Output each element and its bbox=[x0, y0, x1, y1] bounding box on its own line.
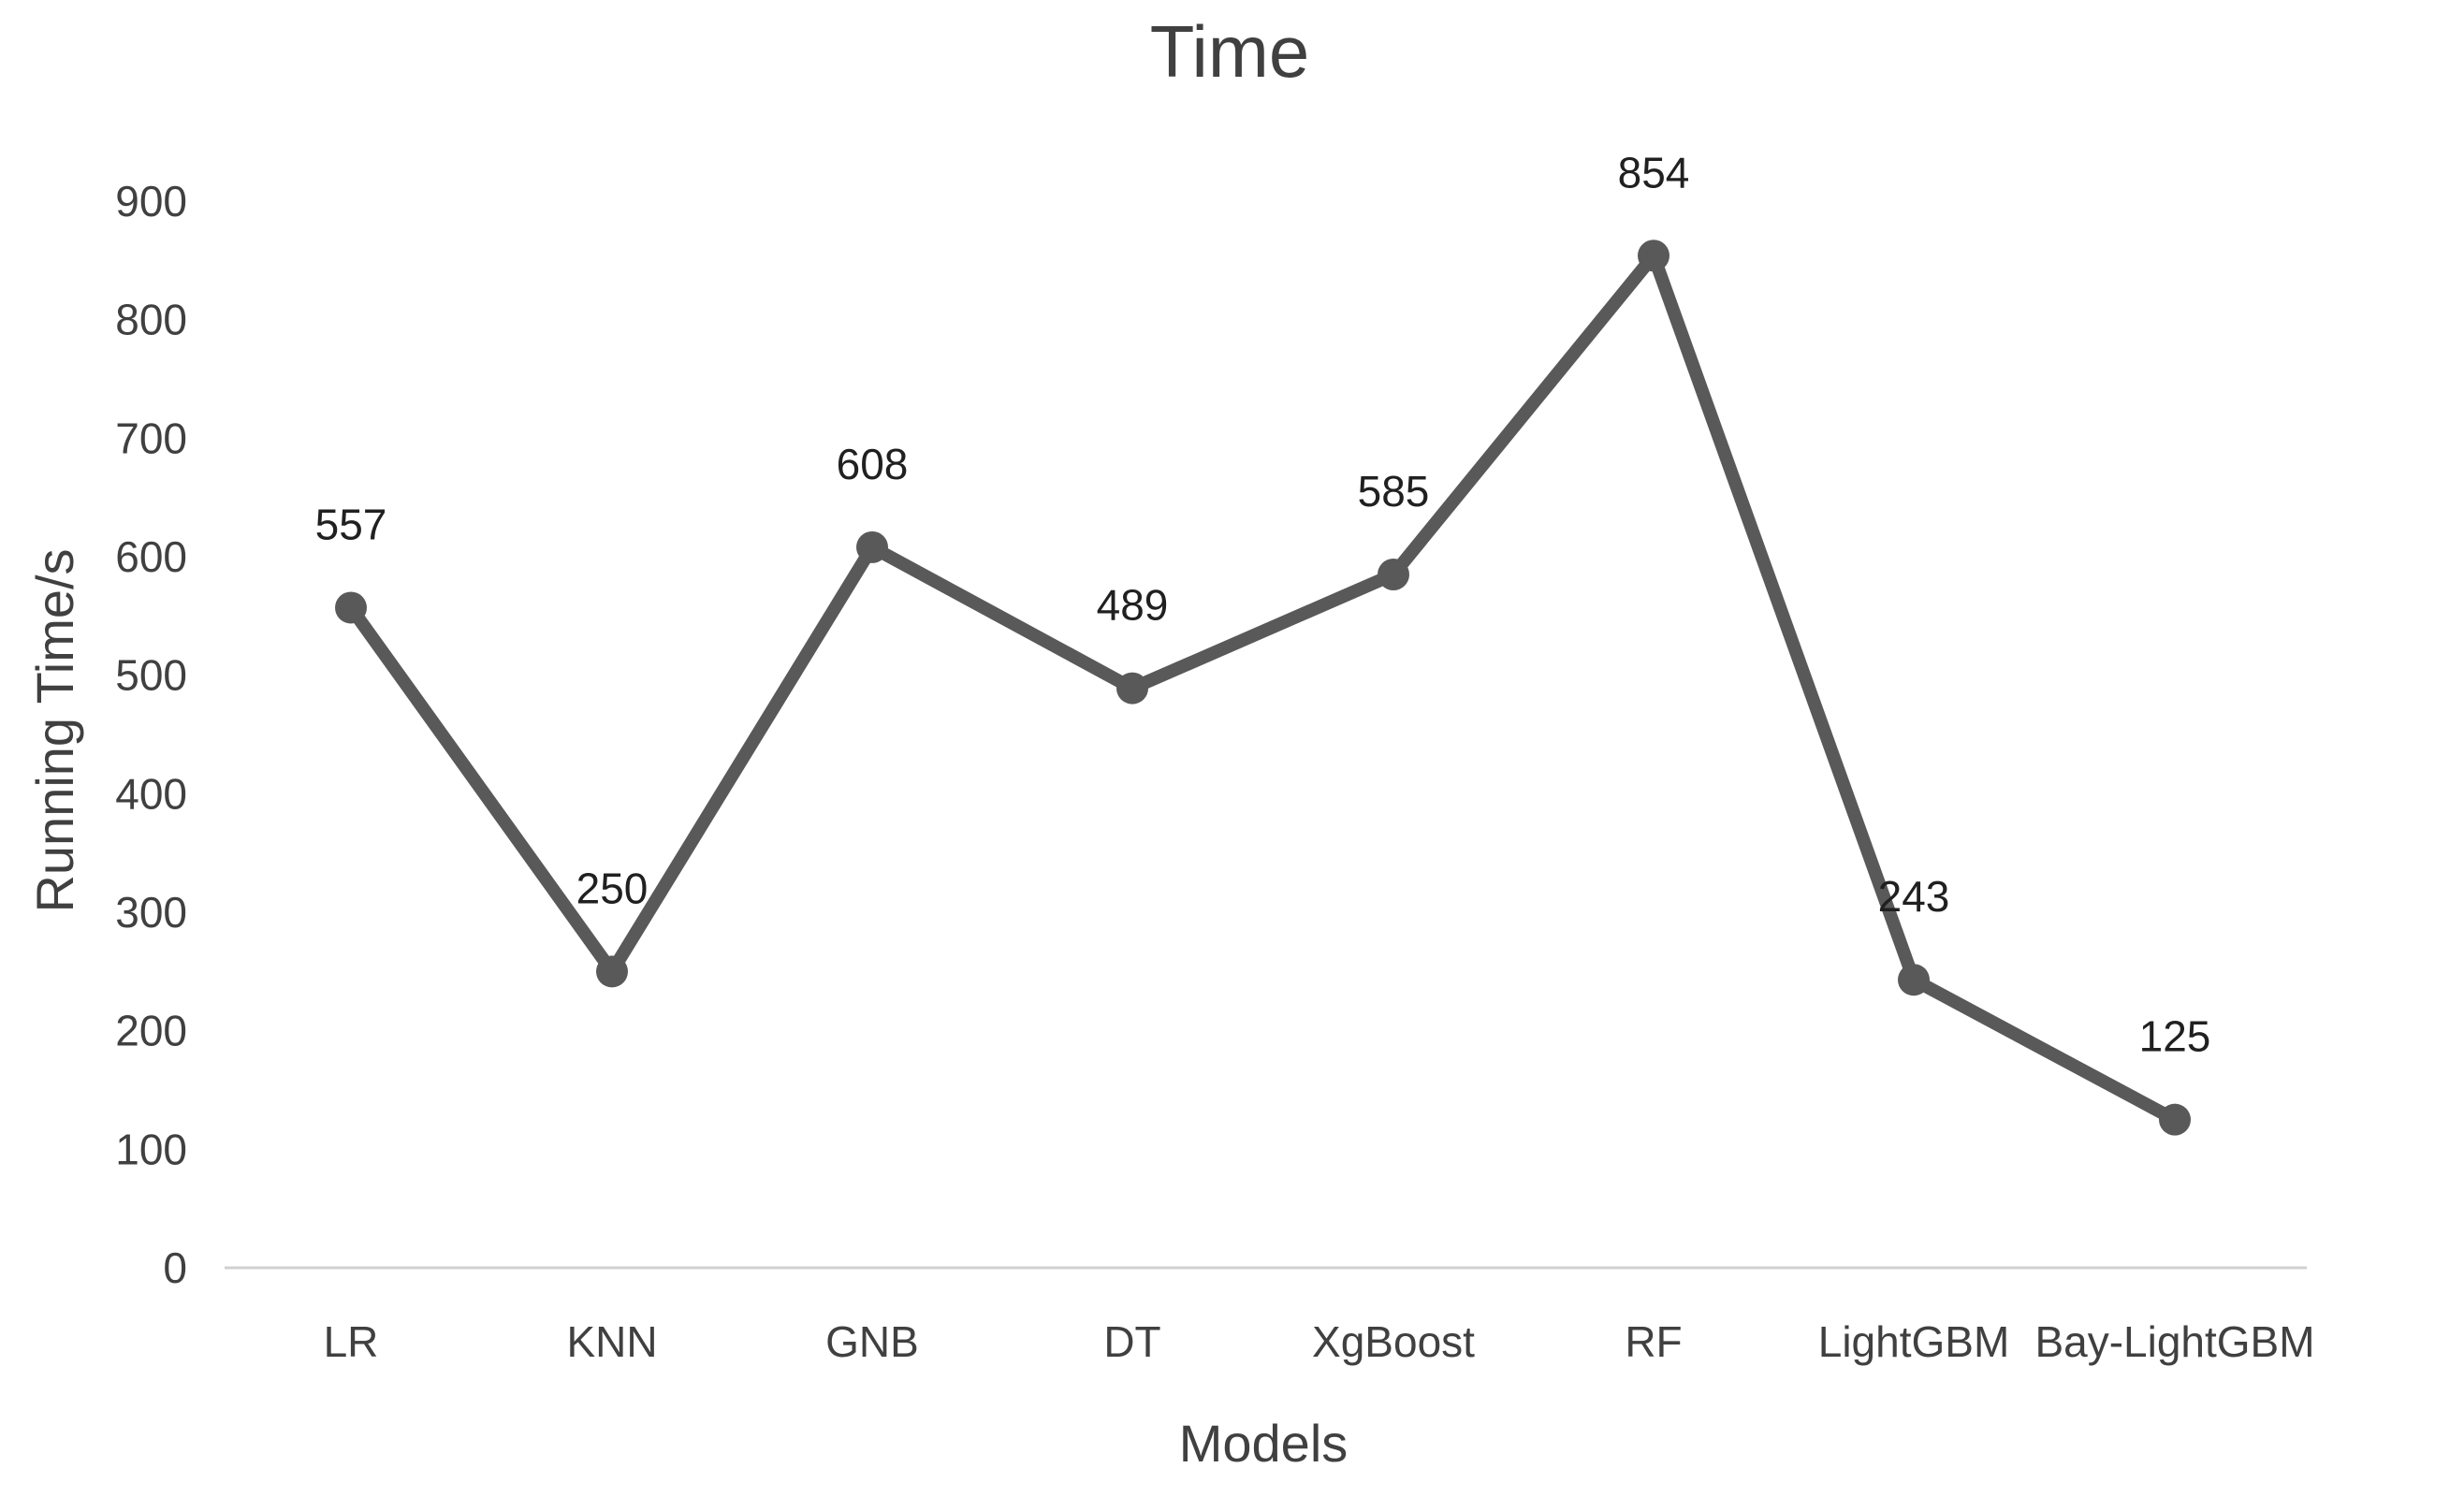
data-label: 557 bbox=[315, 500, 387, 548]
y-tick-label: 400 bbox=[115, 769, 187, 818]
x-tick-label: RF bbox=[1625, 1317, 1682, 1366]
data-label: 854 bbox=[1618, 148, 1690, 196]
data-point bbox=[1378, 559, 1409, 590]
data-point bbox=[1638, 240, 1669, 272]
y-tick-label: 900 bbox=[115, 177, 187, 225]
x-axis-title: Models bbox=[1179, 1414, 1349, 1473]
y-tick-label: 800 bbox=[115, 296, 187, 344]
x-tick-labels: LR KNN GNB DT XgBoost RF LightGBM Bay-LightGBM bbox=[324, 1317, 2315, 1366]
data-point bbox=[596, 955, 628, 988]
y-tick-label: 100 bbox=[115, 1125, 187, 1173]
series-line bbox=[344, 249, 2181, 1126]
data-label: 489 bbox=[1097, 581, 1169, 630]
data-point bbox=[1898, 964, 1930, 996]
data-label: 608 bbox=[837, 440, 909, 488]
y-tick-label: 500 bbox=[115, 651, 187, 700]
data-label: 243 bbox=[1878, 872, 1950, 921]
data-labels: 557 250 608 489 585 854 243 125 bbox=[315, 148, 2211, 1060]
x-tick-label: KNN bbox=[566, 1317, 657, 1366]
y-tick-label: 700 bbox=[115, 414, 187, 462]
data-label: 250 bbox=[576, 864, 649, 912]
data-point bbox=[2159, 1103, 2191, 1136]
y-tick-label: 300 bbox=[115, 888, 187, 937]
x-tick-label: LR bbox=[324, 1317, 379, 1366]
data-label: 585 bbox=[1358, 467, 1430, 516]
y-tick-label: 200 bbox=[115, 1007, 187, 1055]
chart-title: Time bbox=[1150, 10, 1309, 93]
x-tick-label: XgBoost bbox=[1312, 1317, 1475, 1366]
y-tick-labels: 0 100 200 300 400 500 600 700 800 900 bbox=[115, 177, 187, 1292]
y-axis-title: Running Time/s bbox=[25, 548, 84, 912]
x-tick-label: LightGBM bbox=[1818, 1317, 2010, 1366]
data-point bbox=[1116, 672, 1148, 705]
y-tick-label: 600 bbox=[115, 532, 187, 581]
series-layer bbox=[335, 240, 2191, 1136]
y-tick-label: 0 bbox=[163, 1243, 187, 1292]
data-point bbox=[856, 530, 888, 563]
x-tick-label: Bay-LightGBM bbox=[2034, 1317, 2314, 1366]
x-tick-label: DT bbox=[1103, 1317, 1160, 1366]
x-tick-label: GNB bbox=[825, 1317, 919, 1366]
data-point bbox=[335, 591, 367, 624]
data-label: 125 bbox=[2139, 1012, 2211, 1061]
